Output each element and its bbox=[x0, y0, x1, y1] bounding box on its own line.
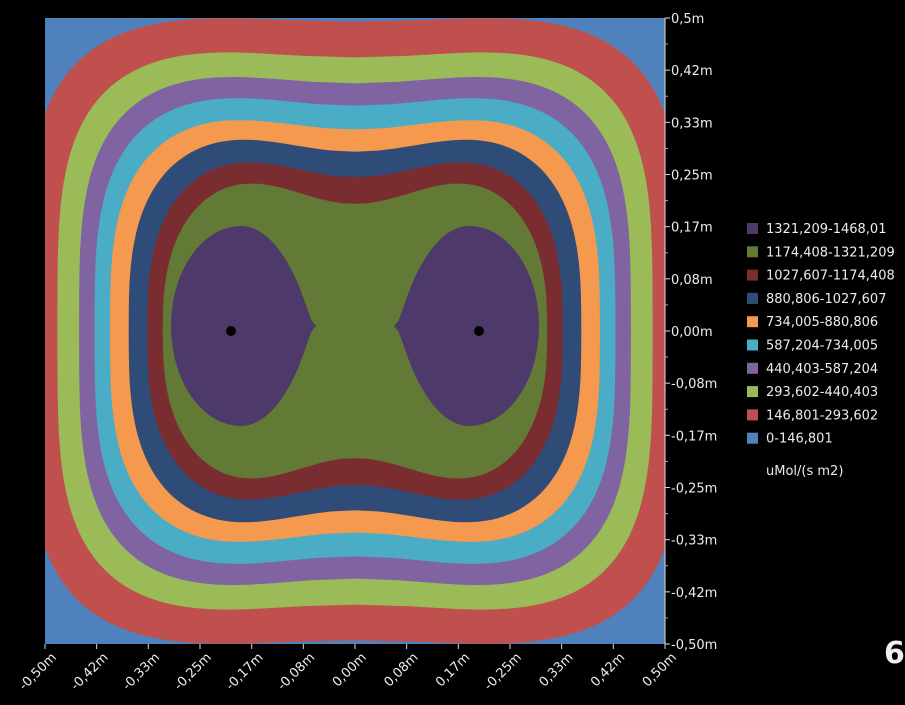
x-tick-label: 0,17m bbox=[433, 650, 473, 690]
contour-peak-lobe-0 bbox=[171, 226, 316, 426]
legend-swatch bbox=[747, 246, 758, 258]
x-tick-label: -0,08m bbox=[275, 650, 318, 693]
y-tick-label: -0,17m bbox=[671, 429, 717, 444]
y-tick-label: 0,00m bbox=[671, 325, 713, 340]
legend-label: 440,403-587,204 bbox=[766, 362, 878, 377]
x-tick-label: -0,25m bbox=[481, 650, 524, 693]
y-tick-label: 0,08m bbox=[671, 273, 713, 288]
x-tick-label: -0,25m bbox=[171, 650, 214, 693]
light-sources bbox=[226, 326, 484, 336]
y-tick-label: 0,42m bbox=[671, 64, 713, 79]
legend: 1321,209-1468,01 1174,408-1321,209 1027,60… bbox=[747, 222, 895, 479]
x-tick-label: 0,42m bbox=[588, 650, 628, 690]
legend-label: 734,005-880,806 bbox=[766, 315, 878, 330]
legend-swatch bbox=[747, 386, 758, 398]
legend-swatch bbox=[747, 409, 758, 421]
x-tick-label: 0,33m bbox=[536, 650, 576, 690]
y-tick-label: 0,33m bbox=[671, 116, 713, 131]
x-tick-label: 0,00m bbox=[330, 650, 370, 690]
legend-swatch bbox=[747, 316, 758, 328]
x-tick-label: 0,08m bbox=[381, 650, 421, 690]
y-tick-label: -0,25m bbox=[671, 482, 717, 497]
y-tick-label: -0,08m bbox=[671, 377, 717, 392]
y-tick-label: 0,25m bbox=[671, 169, 713, 184]
legend-label: 880,806-1027,607 bbox=[766, 292, 886, 307]
legend-label: 293,602-440,403 bbox=[766, 385, 878, 400]
y-tick-label: -0,42m bbox=[671, 586, 717, 601]
legend-swatch bbox=[747, 362, 758, 374]
legend-swatch bbox=[747, 432, 758, 444]
page-number: 6 bbox=[884, 636, 905, 671]
legend-label: 587,204-734,005 bbox=[766, 339, 878, 354]
x-axis: -0,50m -0,42m -0,33m -0,25m -0,17m -0,08m 0,00… bbox=[16, 644, 680, 694]
light-source-point-1 bbox=[474, 326, 484, 336]
y-axis: 0,5m 0,42m 0,33m 0,25m 0,17m 0,08m 0,00m -0,08m… bbox=[664, 12, 717, 653]
legend-swatch bbox=[747, 292, 758, 304]
legend-label: 0-146,801 bbox=[766, 432, 833, 447]
x-tick-label: -0,50m bbox=[16, 650, 59, 693]
legend-label: 1027,607-1174,408 bbox=[766, 269, 895, 284]
light-source-point-0 bbox=[226, 326, 236, 336]
contour-bands bbox=[45, 18, 665, 644]
legend-swatch bbox=[747, 339, 758, 351]
x-tick-label: -0,33m bbox=[120, 650, 163, 693]
y-tick-label: 0,17m bbox=[671, 221, 713, 236]
x-tick-label: 0,50m bbox=[640, 650, 680, 690]
y-tick-label: -0,33m bbox=[671, 534, 717, 549]
legend-swatch bbox=[747, 223, 758, 234]
legend-unit-label: uMol/(s m2) bbox=[766, 464, 843, 479]
y-tick-label: -0,50m bbox=[671, 638, 717, 653]
x-tick-label: -0,17m bbox=[223, 650, 266, 693]
contour-plot-area bbox=[45, 18, 665, 644]
x-tick-label: -0,42m bbox=[68, 650, 111, 693]
contour-peak-lobe-1 bbox=[394, 226, 539, 426]
legend-label: 1174,408-1321,209 bbox=[766, 245, 895, 260]
legend-label: 1321,209-1468,01 bbox=[766, 222, 886, 237]
legend-swatch bbox=[747, 269, 758, 281]
legend-label: 146,801-293,602 bbox=[766, 408, 878, 423]
y-tick-label: 0,5m bbox=[671, 12, 704, 27]
